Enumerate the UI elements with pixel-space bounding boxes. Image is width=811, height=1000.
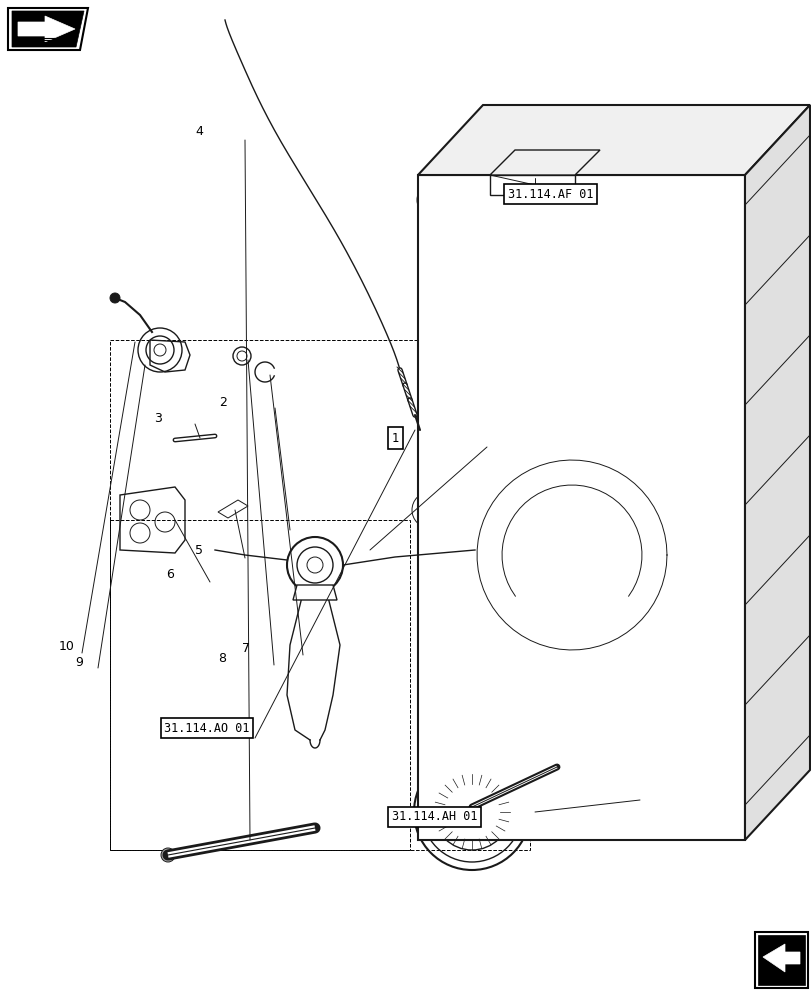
Polygon shape <box>18 16 75 42</box>
Text: 31.114.AH 01: 31.114.AH 01 <box>391 810 477 823</box>
Text: 31.114.AO 01: 31.114.AO 01 <box>164 722 250 734</box>
Polygon shape <box>12 11 84 47</box>
Circle shape <box>109 293 120 303</box>
Text: 5: 5 <box>195 544 203 558</box>
Text: 2: 2 <box>219 395 227 408</box>
Text: 10: 10 <box>58 641 75 654</box>
Text: 31.114.AF 01: 31.114.AF 01 <box>507 188 593 200</box>
Text: 8: 8 <box>218 652 226 666</box>
Polygon shape <box>8 8 88 50</box>
Polygon shape <box>744 105 809 840</box>
Text: 9: 9 <box>75 656 84 668</box>
Polygon shape <box>489 175 574 195</box>
Polygon shape <box>754 932 807 988</box>
Text: 3: 3 <box>154 412 162 424</box>
Circle shape <box>161 848 175 862</box>
Polygon shape <box>418 105 809 175</box>
Polygon shape <box>757 935 804 985</box>
Polygon shape <box>762 944 799 972</box>
Polygon shape <box>489 150 599 175</box>
Text: 4: 4 <box>195 125 203 138</box>
Text: 6: 6 <box>166 568 174 582</box>
Polygon shape <box>418 175 744 840</box>
Text: 7: 7 <box>242 643 250 656</box>
Polygon shape <box>293 585 337 600</box>
Text: 1: 1 <box>391 432 399 444</box>
